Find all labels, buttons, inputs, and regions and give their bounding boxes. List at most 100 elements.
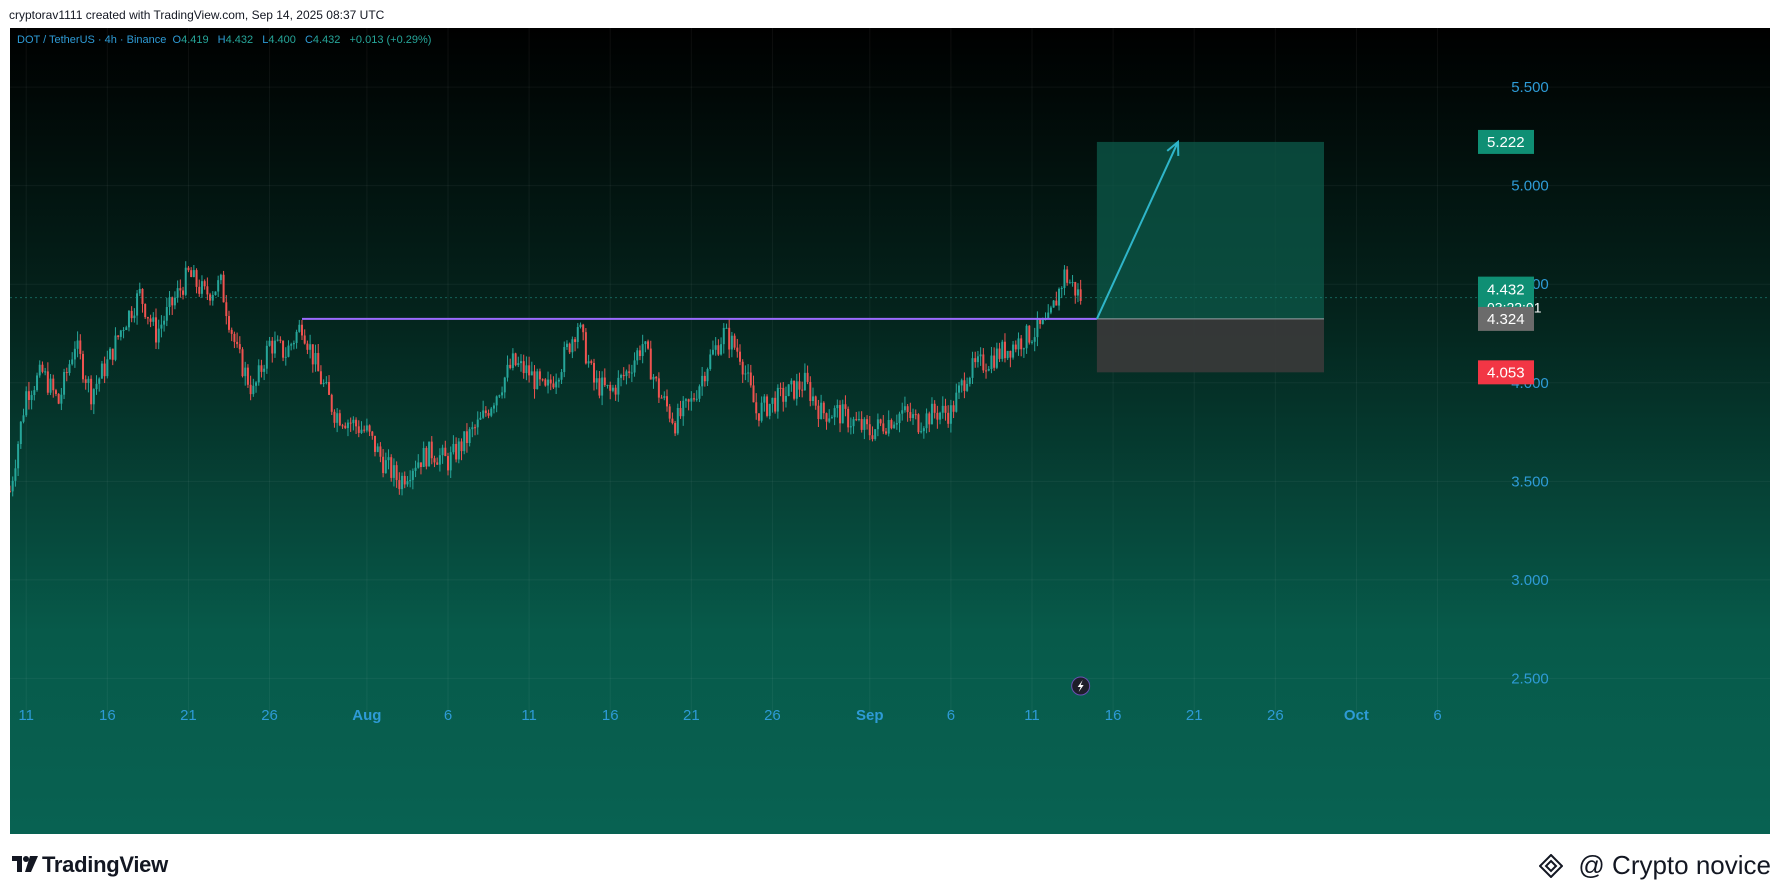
candle-body	[882, 423, 885, 432]
candle-body	[376, 446, 379, 452]
candle-body	[436, 462, 439, 465]
candle-body	[701, 375, 704, 387]
candle-body	[903, 406, 906, 411]
candle-body	[409, 479, 412, 482]
candle-body	[468, 429, 471, 444]
candle-body	[203, 281, 206, 287]
candle-body	[863, 419, 866, 430]
candle-body	[622, 374, 625, 377]
candle-body	[479, 417, 482, 420]
candle-body	[560, 372, 563, 380]
x-tick-label: 11	[521, 707, 537, 724]
candle-body	[60, 394, 63, 404]
candle-body	[100, 363, 103, 379]
candle-body	[958, 385, 960, 393]
change-value: +0.013 (+0.29%)	[349, 34, 432, 46]
x-tick-label: 16	[602, 707, 619, 724]
candle-body	[636, 350, 639, 361]
candle-body	[236, 341, 239, 345]
candle-body	[509, 364, 512, 368]
candle-body	[830, 417, 833, 419]
candle-body	[476, 419, 479, 428]
candle-body	[490, 408, 493, 416]
candle-body	[22, 415, 25, 422]
candle-body	[130, 310, 133, 319]
candle-body	[930, 403, 933, 425]
candle-body	[141, 288, 144, 304]
candle-body	[795, 381, 798, 399]
candle-body	[987, 368, 990, 371]
candle-body	[179, 288, 182, 291]
candle-body	[195, 270, 198, 287]
candle-body	[1063, 269, 1066, 289]
candle-body	[652, 376, 655, 380]
candle-body	[720, 344, 723, 355]
candle-body	[674, 423, 677, 434]
x-tick-label: 26	[764, 707, 781, 724]
candle-body	[601, 377, 604, 396]
stop-price-badge-bg	[1478, 360, 1534, 385]
candle-body	[887, 420, 890, 434]
candle-body	[985, 370, 988, 372]
candle-body	[625, 371, 628, 377]
candle-body	[703, 375, 706, 382]
candle-body	[73, 348, 76, 360]
candle-body	[733, 335, 736, 348]
candle-body	[287, 345, 290, 357]
price-chart[interactable]: 2.5003.0003.5004.0004.5005.0005.50011162…	[10, 28, 1770, 834]
candle-body	[939, 412, 942, 420]
binance-diamond-icon	[1539, 854, 1563, 878]
candle-body	[520, 361, 522, 364]
candle-body	[647, 341, 650, 349]
candle-body	[820, 402, 823, 419]
candle-body	[941, 405, 944, 413]
candle-body	[839, 405, 842, 424]
candle-body	[590, 361, 593, 363]
candle-body	[1079, 289, 1082, 301]
candle-body	[92, 389, 95, 405]
candle-body	[814, 396, 817, 406]
candle-body	[860, 419, 863, 430]
candle-body	[606, 384, 609, 386]
candle-body	[200, 281, 203, 294]
candle-body	[617, 377, 620, 395]
candle-body	[338, 413, 341, 426]
candle-body	[793, 380, 796, 399]
chart-pane[interactable]: 2.5003.0003.5004.0004.5005.0005.50011162…	[10, 28, 1770, 834]
candle-body	[144, 303, 147, 318]
candle-body	[36, 375, 39, 391]
candle-body	[544, 379, 547, 386]
candle-body	[574, 339, 577, 342]
x-tick-label: 21	[683, 707, 700, 724]
candle-body	[684, 399, 687, 401]
candle-body	[357, 426, 360, 433]
candle-body	[1028, 325, 1031, 343]
candle-body	[944, 405, 947, 413]
candle-body	[749, 372, 752, 386]
candle-body	[44, 371, 47, 373]
candle-body	[782, 387, 785, 402]
symbol-label[interactable]: DOT / TetherUS · 4h · Binance	[17, 34, 167, 46]
candle-body	[506, 364, 509, 378]
candle-body	[517, 363, 520, 366]
candle-body	[1033, 337, 1036, 342]
candle-body	[928, 413, 931, 425]
candle-body	[798, 381, 801, 390]
candle-body	[1020, 338, 1023, 350]
candle-body	[171, 297, 174, 306]
candle-body	[398, 480, 401, 490]
candle-body	[198, 286, 201, 294]
candle-body	[317, 353, 320, 372]
tradingview-brand: TradingView	[42, 852, 168, 877]
candle-body	[160, 324, 163, 329]
candle-body	[603, 377, 606, 386]
candle-body	[295, 331, 298, 343]
candle-body	[79, 340, 82, 354]
x-tick-label: 6	[444, 707, 452, 724]
candle-body	[787, 384, 790, 397]
candle-body	[282, 340, 285, 358]
candle-body	[876, 419, 879, 430]
candle-body	[995, 348, 998, 368]
candle-body	[947, 412, 950, 424]
candle-body	[538, 371, 541, 380]
